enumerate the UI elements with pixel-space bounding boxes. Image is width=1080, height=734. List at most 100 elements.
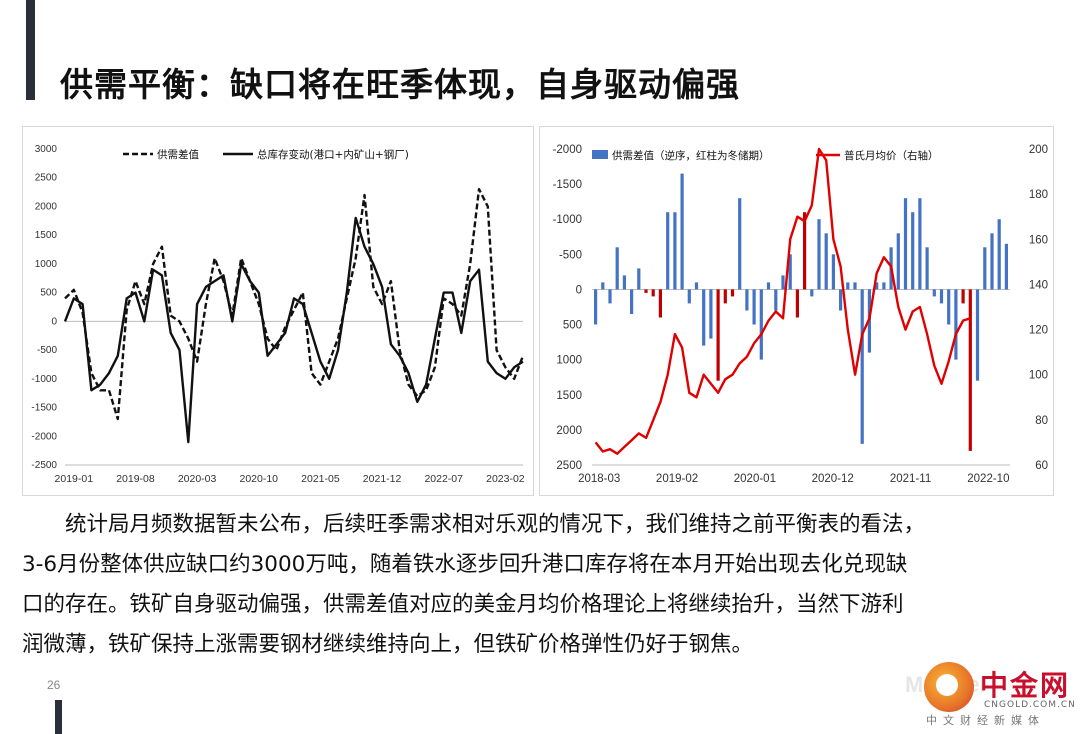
left-y-tick-label: -500	[559, 249, 582, 261]
chart-right-panel: -2000 -1500 -1000 -500 0 500 1000 1500 2000 2500 2…	[539, 126, 1054, 496]
body-line: 口的存在。铁矿自身驱动偏强，供需差值对应的美金月均价格理论上将继续抬升，当然下游…	[22, 592, 904, 617]
y-tick-label: 1000	[35, 259, 58, 270]
bar	[788, 254, 792, 290]
left-y-tick-label: 0	[576, 284, 582, 296]
bar	[839, 289, 843, 311]
bar-winter	[730, 289, 735, 297]
bar	[997, 219, 1001, 290]
bar	[608, 289, 612, 304]
right-y-tick-label: 200	[1029, 144, 1048, 156]
bar	[709, 289, 713, 339]
x-tick-label: 2021-11	[890, 473, 931, 485]
x-tick-label: 2021-12	[363, 473, 402, 485]
bar	[738, 198, 742, 290]
bar	[1004, 243, 1008, 290]
bar	[932, 289, 936, 297]
chart-left-panel: 3000 2500 2000 1500 1000 500 0 -500 -1000 -1500 -2…	[22, 126, 534, 496]
right-y-tick-label: 100	[1029, 370, 1048, 382]
legend-label: 供需差值（逆序，红柱为冬储期）	[612, 149, 770, 162]
y-tick-label: 2000	[35, 201, 58, 212]
gap-vs-platts-price-chart: -2000-1500-1000-500050010001500200025002…	[553, 144, 1048, 485]
x-tick-label: 2023-02	[486, 473, 525, 485]
logo-domain: CNGOLD.COM.CN	[984, 700, 1076, 710]
bar	[680, 173, 684, 290]
right-y-tick-label: 140	[1029, 279, 1048, 291]
x-tick-label: 2022-10	[967, 473, 1009, 485]
y-tick-label: -1500	[31, 403, 57, 414]
left-y-tick-label: -1500	[553, 179, 582, 191]
x-tick-label: 2020-03	[178, 473, 217, 485]
x-tick-label: 2020-10	[239, 473, 278, 485]
bar	[774, 289, 778, 311]
bar-winter	[716, 289, 720, 381]
price-line	[594, 147, 971, 455]
right-y-tick-label: 180	[1029, 189, 1048, 201]
left-y-tick-label: 500	[563, 320, 582, 332]
y-tick-label: 2500	[35, 173, 58, 184]
cngold-logo: 中金网 CNGOLD.COM.CN 中文财经新媒体	[920, 662, 1075, 728]
bar	[601, 282, 605, 290]
y-tick-label: 0	[51, 316, 57, 327]
bar	[831, 254, 835, 290]
bar	[702, 289, 706, 346]
supply-demand-inventory-chart: 3000 2500 2000 1500 1000 500 0 -500 -1000 -1500 -2…	[31, 144, 525, 485]
x-tick-label: 2020-12	[812, 473, 854, 485]
y-tick-label: -2500	[31, 460, 57, 471]
bar	[911, 212, 915, 290]
right-y-tick-label: 80	[1035, 415, 1048, 427]
left-y-tick-label: 1500	[556, 390, 582, 402]
bar	[824, 233, 828, 290]
logo-emblem-icon	[924, 662, 974, 712]
bar	[752, 289, 756, 325]
x-tick-label: 2019-08	[116, 473, 155, 485]
x-tick-label: 2019-02	[656, 473, 698, 485]
right-y-tick-label: 160	[1029, 234, 1048, 246]
bar	[975, 289, 980, 381]
body-line: 3-6月份整体供应缺口约3000万吨，随着铁水逐步回升港口库存将在本月开始出现去…	[22, 552, 908, 577]
x-tick-label: 2021-05	[301, 473, 340, 485]
body-line: 统计局月频数据暂未公布，后续旺季需求相对乐观的情况下，我们维持之前平衡表的看法，	[65, 512, 926, 537]
legend-label: 总库存变动(港口+内矿山+钢厂)	[257, 148, 409, 161]
bar-winter	[968, 289, 972, 451]
bar	[817, 219, 821, 290]
bar	[666, 212, 670, 290]
bar	[990, 233, 994, 290]
bar	[622, 275, 626, 290]
bar-winter	[658, 289, 662, 318]
left-y-tick-label: -2000	[553, 144, 582, 156]
bar	[766, 282, 771, 290]
bar	[810, 289, 814, 297]
legend-swatch-bar	[592, 150, 608, 159]
body-paragraph: 统计局月频数据暂未公布，后续旺季需求相对乐观的情况下，我们维持之前平衡表的看法，…	[22, 505, 1062, 665]
legend-label: 普氏月均价（右轴）	[844, 149, 939, 162]
y-tick-label: -500	[37, 345, 57, 356]
series-line-2	[63, 216, 524, 444]
bar-winter	[644, 289, 648, 293]
bar	[630, 289, 634, 314]
x-tick-label: 2022-07	[424, 473, 463, 485]
y-tick-label: -1000	[31, 374, 57, 385]
bar	[882, 282, 886, 290]
bar	[781, 275, 785, 290]
bar	[954, 289, 958, 360]
left-y-tick-label: 2000	[556, 425, 582, 437]
y-tick-label: 3000	[35, 144, 58, 155]
left-y-tick-label: 1000	[556, 355, 582, 367]
accent-bar-top	[26, 0, 35, 100]
bar-winter	[795, 289, 799, 318]
page-title: 供需平衡：缺口将在旺季体现，自身驱动偏强	[60, 65, 740, 104]
bar	[983, 247, 987, 290]
bar	[939, 289, 944, 304]
accent-bar-bottom	[55, 700, 62, 734]
page-number: 26	[47, 678, 61, 692]
bar	[860, 289, 864, 444]
left-y-tick-label: -1000	[553, 214, 582, 226]
bar	[687, 289, 691, 304]
right-y-tick-label: 120	[1029, 325, 1048, 337]
body-line: 润微薄，铁矿保持上涨需要钢材继续维持向上，但铁矿价格弹性仍好于钢焦。	[22, 632, 754, 657]
x-tick-label: 2019-01	[55, 473, 94, 485]
y-tick-label: -2000	[31, 431, 57, 442]
bar	[673, 212, 677, 290]
bar	[694, 282, 699, 290]
y-tick-label: 1500	[35, 230, 58, 241]
